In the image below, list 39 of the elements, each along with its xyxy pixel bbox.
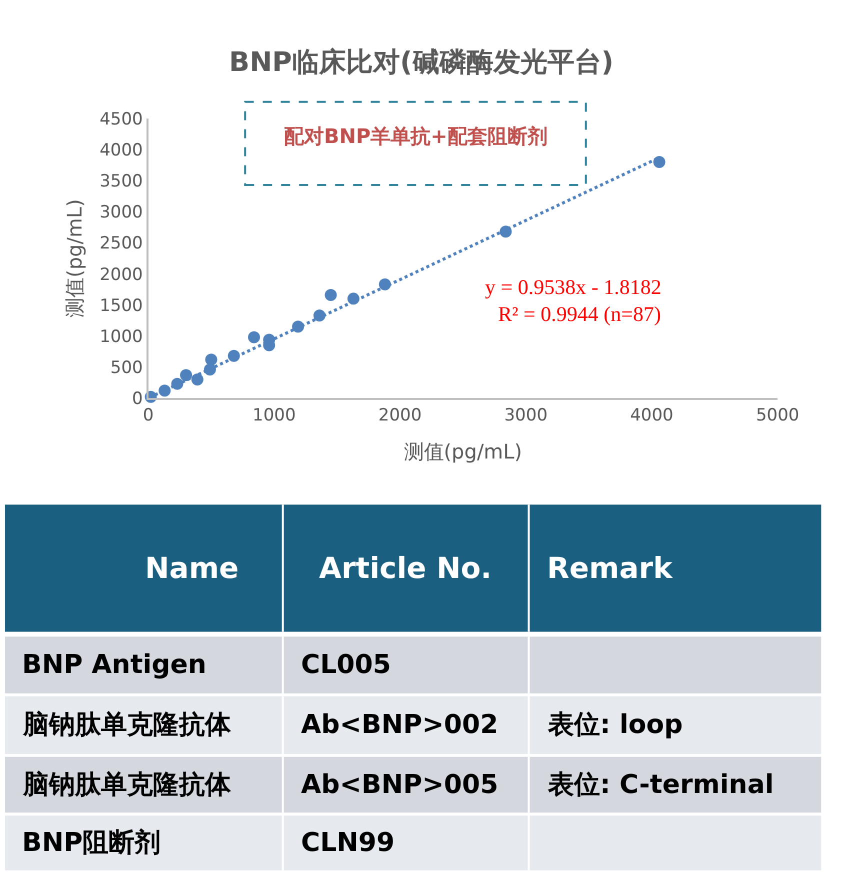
text: BNP阻断剂 (22, 828, 161, 858)
point (653, 156, 666, 168)
y-tick-label: 0 (132, 389, 143, 410)
y-tick-label: 3000 (100, 202, 143, 223)
y-tick-label: 500 (110, 358, 143, 378)
y-tick-label: 2000 (100, 264, 143, 285)
chart-title: BNP临床比对(碱磷酶发光平台) (229, 47, 614, 78)
text: 脑钠肽单克隆抗体 (22, 770, 232, 800)
text: 脑钠肽单克隆抗体 (22, 710, 232, 740)
point (248, 331, 260, 344)
x-tick-label: 3000 (504, 406, 548, 426)
text: Remark (547, 551, 674, 585)
y-tick-label: 4500 (100, 109, 143, 130)
y-tick-label: 4000 (100, 140, 143, 161)
text: Ab<BNP>005 (301, 770, 498, 800)
y-tick-label: 3500 (100, 172, 143, 192)
x-tick-label: 1000 (252, 406, 296, 426)
x-tick-label: 4000 (630, 406, 674, 426)
text: 表位: loop (547, 710, 683, 740)
text: Article No. (319, 551, 492, 585)
y-tick-label: 2500 (100, 234, 143, 254)
annotation: R² = 0.9944 (n=87) (498, 302, 661, 326)
text: BNP Antigen (22, 650, 206, 680)
x-axis-title: 测值(pg/mL) (404, 440, 522, 464)
annotation: 配对BNP羊单抗+配套阻断剂 (284, 124, 548, 148)
text: Ab<BNP>002 (301, 710, 498, 740)
y-tick-label: 1500 (100, 296, 143, 316)
x-tick-label: 5000 (756, 406, 800, 426)
x-tick-label: 2000 (378, 406, 422, 426)
annotation: y = 0.9538x - 1.8182 (485, 275, 662, 299)
text: CLN99 (301, 828, 395, 858)
y-axis-title: 测值(pg/mL) (62, 199, 87, 318)
text: Name (145, 551, 239, 585)
text: 表位: C-terminal (547, 770, 774, 800)
point (324, 288, 337, 301)
y-tick-label: 1000 (100, 326, 143, 347)
point (180, 369, 192, 382)
point (205, 354, 218, 366)
text: CL005 (301, 650, 391, 680)
